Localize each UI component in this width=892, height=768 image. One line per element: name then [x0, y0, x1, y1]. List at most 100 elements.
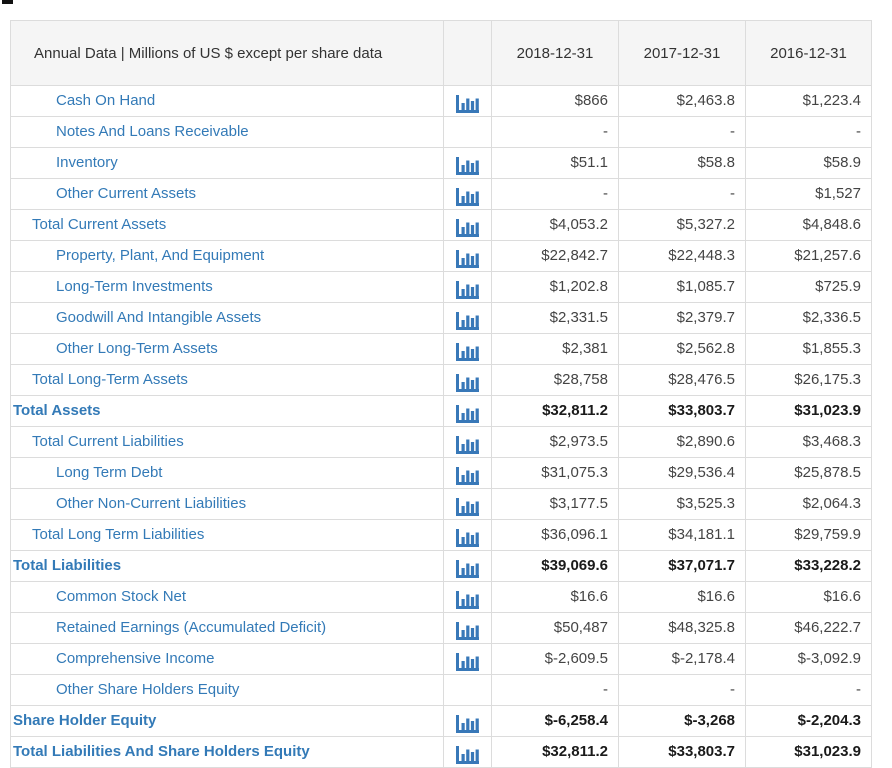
value-cell: $1,527 — [745, 178, 872, 210]
bar-chart-icon[interactable] — [456, 276, 479, 299]
value-cell: $2,381 — [491, 333, 619, 365]
column-header-2017: 2017-12-31 — [618, 20, 746, 86]
bar-chart-icon[interactable] — [456, 741, 479, 764]
table-row: Goodwill And Intangible Assets $2,331.5 … — [10, 302, 872, 334]
value-cell: $51.1 — [491, 147, 619, 179]
value-cell: $16.6 — [618, 581, 746, 613]
bar-chart-icon[interactable] — [456, 710, 479, 733]
value-cell: $3,525.3 — [618, 488, 746, 520]
table-row: Total Liabilities $39,069.6 $37,071.7 $3… — [10, 550, 872, 582]
bar-chart-icon[interactable] — [456, 462, 479, 485]
row-label-link[interactable]: Cash On Hand — [56, 92, 156, 109]
row-label-link[interactable]: Total Long-Term Assets — [32, 371, 188, 388]
table-header-row: Annual Data | Millions of US $ except pe… — [10, 20, 872, 86]
row-label-link[interactable]: Long Term Debt — [56, 464, 163, 481]
table-row: Total Long Term Liabilities $36,096.1 $3… — [10, 519, 872, 551]
bar-chart-icon[interactable] — [456, 307, 479, 330]
row-label-link[interactable]: Total Assets — [13, 402, 101, 419]
bar-chart-icon[interactable] — [456, 524, 479, 547]
value-cell: $37,071.7 — [618, 550, 746, 582]
row-label-link[interactable]: Retained Earnings (Accumulated Deficit) — [56, 619, 327, 636]
value-cell: $48,325.8 — [618, 612, 746, 644]
row-label-link[interactable]: Share Holder Equity — [13, 712, 157, 729]
value-cell: $32,811.2 — [491, 736, 619, 768]
value-cell: $33,228.2 — [745, 550, 872, 582]
value-cell: - — [618, 674, 746, 706]
row-label-link[interactable]: Goodwill And Intangible Assets — [56, 309, 262, 326]
row-label-link[interactable]: Other Current Assets — [56, 185, 197, 202]
row-label-link[interactable]: Comprehensive Income — [56, 650, 215, 667]
table-row: Long Term Debt $31,075.3 $29,536.4 $25,8… — [10, 457, 872, 489]
bar-chart-icon[interactable] — [456, 617, 479, 640]
row-label-link[interactable]: Long-Term Investments — [56, 278, 213, 295]
row-label-link[interactable]: Total Current Liabilities — [32, 433, 184, 450]
bar-chart-icon[interactable] — [456, 493, 479, 516]
table-row: Comprehensive Income $-2,609.5 $-2,178.4… — [10, 643, 872, 675]
row-label-link[interactable]: Inventory — [56, 154, 118, 171]
bar-chart-icon[interactable] — [456, 245, 479, 268]
table-row: Total Current Assets $4,053.2 $5,327.2 $… — [10, 209, 872, 241]
value-cell: $21,257.6 — [745, 240, 872, 272]
value-cell: $3,468.3 — [745, 426, 872, 458]
value-cell: - — [491, 674, 619, 706]
bar-chart-icon[interactable] — [456, 555, 479, 578]
table-row: Other Non-Current Liabilities $3,177.5 $… — [10, 488, 872, 520]
value-cell: $31,023.9 — [745, 395, 872, 427]
bar-chart-icon[interactable] — [456, 183, 479, 206]
value-cell: - — [491, 178, 619, 210]
value-cell: - — [745, 674, 872, 706]
value-cell: $1,202.8 — [491, 271, 619, 303]
row-label-link[interactable]: Total Long Term Liabilities — [32, 526, 205, 543]
value-cell: $50,487 — [491, 612, 619, 644]
table-row: Common Stock Net $16.6 $16.6 $16.6 — [10, 581, 872, 613]
chart-column-header — [443, 20, 492, 86]
table-row: Total Assets $32,811.2 $33,803.7 $31,023… — [10, 395, 872, 427]
row-label-link[interactable]: Total Liabilities — [13, 557, 122, 574]
row-label-link[interactable]: Common Stock Net — [56, 588, 187, 605]
value-cell: $33,803.7 — [618, 736, 746, 768]
bar-chart-icon[interactable] — [456, 400, 479, 423]
table-row: Other Share Holders Equity - - - — [10, 674, 872, 706]
row-label-link[interactable]: Notes And Loans Receivable — [56, 123, 249, 140]
value-cell: $26,175.3 — [745, 364, 872, 396]
value-cell: $28,476.5 — [618, 364, 746, 396]
bar-chart-icon[interactable] — [456, 431, 479, 454]
value-cell: $2,336.5 — [745, 302, 872, 334]
value-cell: $34,181.1 — [618, 519, 746, 551]
value-cell: $25,878.5 — [745, 457, 872, 489]
bar-chart-icon[interactable] — [456, 214, 479, 237]
value-cell: $2,973.5 — [491, 426, 619, 458]
bar-chart-icon[interactable] — [456, 152, 479, 175]
row-label-link[interactable]: Property, Plant, And Equipment — [56, 247, 265, 264]
value-cell: $3,177.5 — [491, 488, 619, 520]
value-cell: $2,463.8 — [618, 85, 746, 117]
row-label-link[interactable]: Other Non-Current Liabilities — [56, 495, 247, 512]
row-label-link[interactable]: Total Liabilities And Share Holders Equi… — [13, 743, 310, 760]
value-cell: $32,811.2 — [491, 395, 619, 427]
row-label-link[interactable]: Other Long-Term Assets — [56, 340, 218, 357]
table-row: Other Current Assets - - $1,527 — [10, 178, 872, 210]
value-cell: $725.9 — [745, 271, 872, 303]
row-label-link[interactable]: Total Current Assets — [32, 216, 167, 233]
bar-chart-icon[interactable] — [456, 338, 479, 361]
bar-chart-icon[interactable] — [456, 90, 479, 113]
column-header-2018: 2018-12-31 — [491, 20, 619, 86]
bar-chart-icon[interactable] — [456, 586, 479, 609]
value-cell: $5,327.2 — [618, 209, 746, 241]
value-cell: $1,085.7 — [618, 271, 746, 303]
table-row: Other Long-Term Assets $2,381 $2,562.8 $… — [10, 333, 872, 365]
value-cell: $22,448.3 — [618, 240, 746, 272]
value-cell: $-2,178.4 — [618, 643, 746, 675]
value-cell: $58.9 — [745, 147, 872, 179]
row-label-link[interactable]: Other Share Holders Equity — [56, 681, 240, 698]
balance-sheet-table: Annual Data | Millions of US $ except pe… — [10, 20, 872, 768]
value-cell: $29,759.9 — [745, 519, 872, 551]
table-row: Cash On Hand $866 $2,463.8 $1,223.4 — [10, 85, 872, 117]
value-cell: $4,848.6 — [745, 209, 872, 241]
value-cell: $28,758 — [491, 364, 619, 396]
bar-chart-icon[interactable] — [456, 369, 479, 392]
value-cell: - — [618, 178, 746, 210]
value-cell: $2,064.3 — [745, 488, 872, 520]
value-cell: $29,536.4 — [618, 457, 746, 489]
bar-chart-icon[interactable] — [456, 648, 479, 671]
